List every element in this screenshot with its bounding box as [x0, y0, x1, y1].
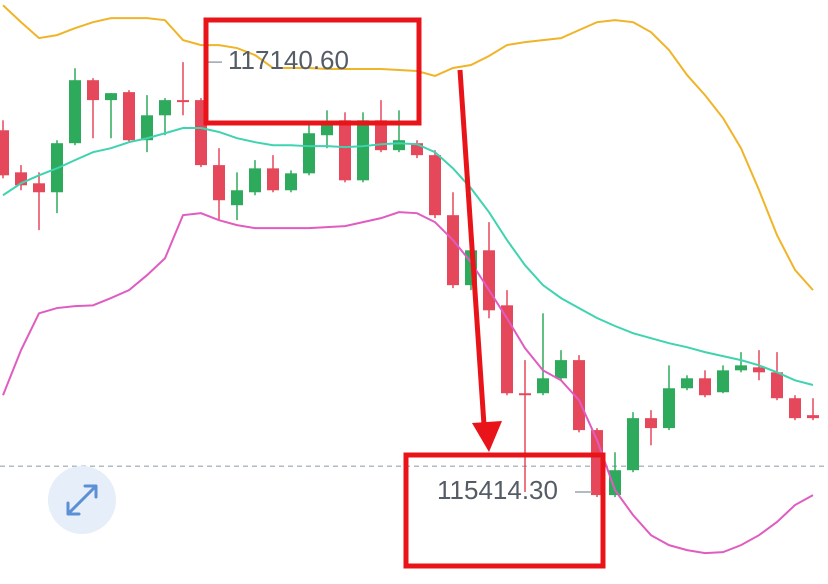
candle-body: [339, 120, 351, 181]
candle-body: [447, 215, 459, 286]
candle-body: [627, 418, 639, 471]
candle-body: [69, 80, 81, 144]
candle-body: [213, 165, 225, 201]
band-line: [2, 4, 814, 291]
candle-body: [105, 93, 117, 101]
candle-body: [285, 173, 297, 191]
candle-body: [501, 305, 513, 394]
candle-body: [393, 140, 405, 151]
arrow-shaft: [457, 69, 487, 426]
candle-body: [0, 130, 9, 176]
annotation-label: 117140.60: [228, 45, 349, 75]
candle-body: [663, 388, 675, 429]
band-line: [2, 211, 814, 555]
band-line: [2, 127, 814, 386]
candle-body: [717, 370, 729, 393]
candle-body: [519, 393, 531, 396]
candle-body: [357, 120, 369, 181]
candle-body: [87, 80, 99, 101]
candle-body: [411, 143, 423, 156]
candle-body: [123, 92, 135, 141]
candle-body: [159, 100, 171, 116]
candle-body: [231, 190, 243, 206]
candle-body: [537, 378, 549, 394]
candle-body: [429, 155, 441, 216]
candle-body: [483, 250, 495, 311]
candle-body: [141, 115, 153, 141]
candle-body: [267, 168, 279, 191]
candle-body: [249, 168, 261, 193]
candle-body: [33, 183, 45, 193]
candle-body: [321, 125, 333, 136]
candle-body: [375, 120, 387, 151]
candle-body: [771, 372, 783, 399]
candle-body: [555, 360, 567, 379]
highlight-box: [403, 452, 606, 569]
candle-body: [753, 367, 765, 373]
candle-body: [177, 100, 189, 103]
candle-body: [807, 415, 819, 419]
candle-body: [609, 470, 621, 496]
candle-body: [735, 365, 747, 371]
expand-icon[interactable]: [66, 484, 98, 516]
candle-body: [699, 378, 711, 396]
candle-body: [789, 398, 801, 419]
candle-body: [681, 378, 693, 389]
candle-body: [573, 360, 585, 431]
candle-body: [645, 418, 657, 429]
plot: 117140.60 115414.30: [0, 4, 828, 555]
arrow-head: [472, 421, 502, 452]
expand-button[interactable]: [48, 466, 116, 534]
candle-body: [303, 133, 315, 174]
highlight-box: [203, 17, 422, 126]
annotation-label: 115414.30: [437, 475, 558, 505]
